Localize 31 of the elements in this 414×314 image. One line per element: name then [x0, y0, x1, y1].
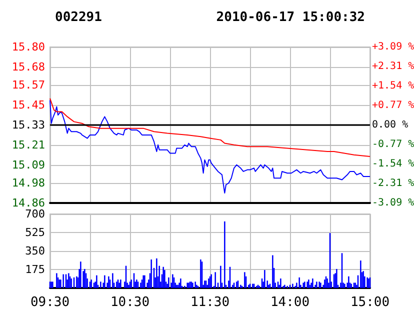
y-tick-label: 350	[25, 244, 45, 258]
chart-title: 002291	[55, 10, 102, 25]
y-tick-label: 14.98	[12, 176, 45, 190]
line-series	[50, 98, 370, 158]
y-tick-label: 175	[25, 263, 45, 276]
x-tick-label: 15:00	[350, 295, 390, 310]
y2-tick-label: -2.31 %	[372, 178, 414, 189]
y-tick-label: 15.68	[12, 60, 45, 74]
chart-subtitle: 2010-06-17 15:00:32	[216, 10, 366, 25]
line-series	[50, 100, 370, 194]
x-tick-label: 11:30	[190, 295, 230, 310]
y-tick-label: 15.33	[12, 118, 45, 132]
x-tick-label: 09:30	[30, 295, 70, 310]
y2-tick-label: +1.54 %	[372, 80, 414, 92]
y2-tick-label: -0.77 %	[372, 138, 414, 150]
y2-tick-label: 0.00 %	[372, 120, 408, 130]
y-tick-label: 15.80	[12, 40, 45, 54]
y-tick-label: 15.09	[12, 158, 45, 172]
y2-tick-label: +2.31 %	[372, 61, 414, 72]
x-tick-label: 10:30	[110, 295, 150, 310]
y-tick-label: 15.57	[12, 78, 45, 92]
x-tick-label: 14:00	[270, 295, 310, 310]
y2-tick-label: -1.54 %	[372, 158, 414, 170]
y-tick-label: 14.86	[12, 196, 45, 210]
y2-tick-label: +3.09 %	[372, 42, 414, 52]
y2-tick-label: +0.77 %	[372, 100, 414, 112]
y-tick-label: 700	[25, 208, 45, 220]
y-tick-label: 15.21	[12, 138, 45, 152]
y-tick-label: 525	[25, 226, 45, 239]
y-tick-label: 15.45	[12, 98, 45, 112]
y2-tick-label: -3.09 %	[372, 198, 414, 208]
